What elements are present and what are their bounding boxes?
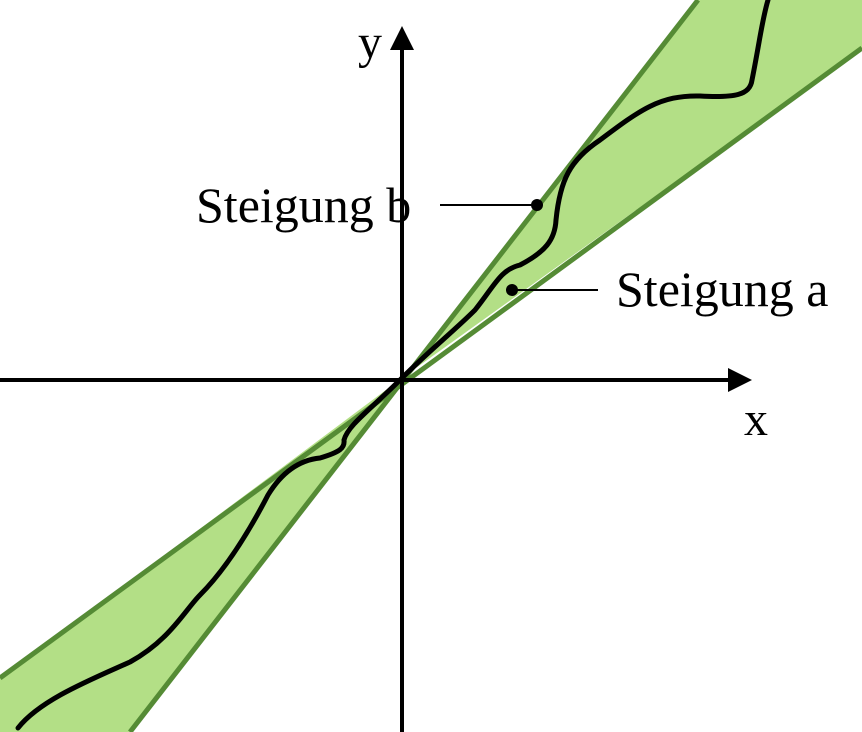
slope-b-marker-dot <box>531 199 543 211</box>
slope-a-marker-dot <box>506 284 518 296</box>
x-axis-label: x <box>744 393 768 446</box>
slope-b-label: Steigung b <box>196 177 411 233</box>
slope-a-label: Steigung a <box>616 261 828 317</box>
slope-a-line <box>0 45 862 681</box>
y-axis-label: y <box>358 16 382 69</box>
sector-region-upper <box>402 0 862 378</box>
y-axis-arrowhead <box>390 26 414 50</box>
x-axis-arrowhead <box>728 368 752 392</box>
nonlinear-curve <box>15 0 771 731</box>
sector-region-lower <box>0 378 402 732</box>
